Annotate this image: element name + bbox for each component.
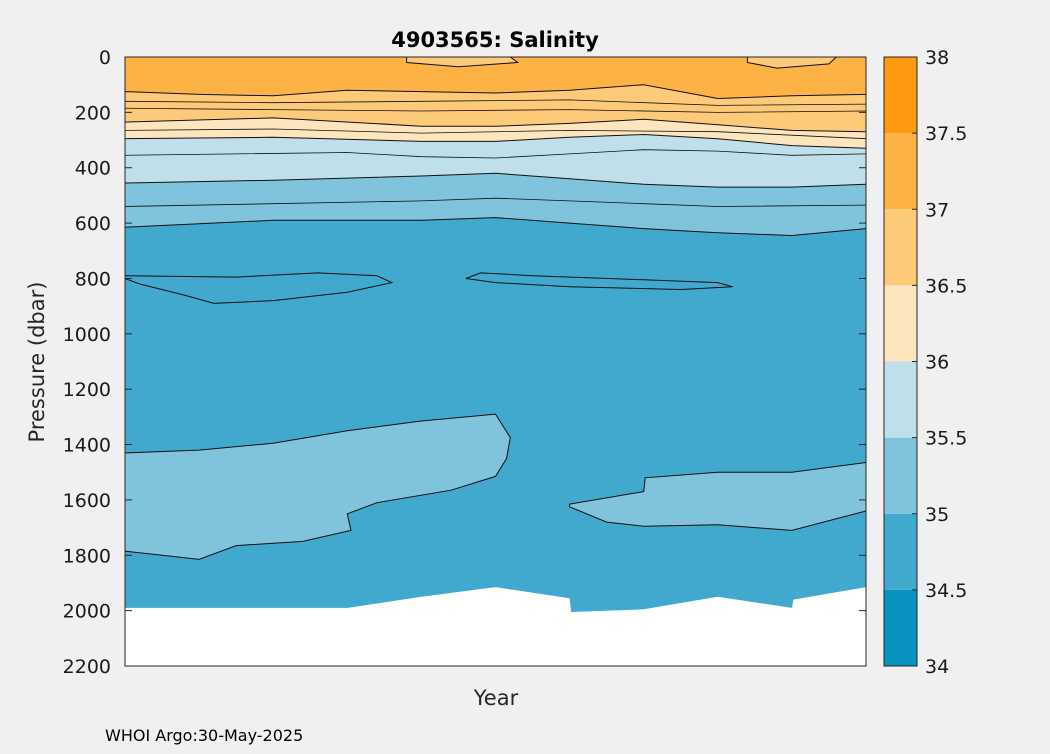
- contour-line-36: [125, 133, 866, 149]
- colorbar-bin: [884, 589, 917, 666]
- colorbar-tick-label: 38: [925, 47, 949, 69]
- colorbar-bin: [884, 361, 917, 438]
- salinity-band-37: [125, 57, 866, 99]
- y-axis-label: Pressure (dbar): [25, 282, 49, 443]
- contour-line: [125, 149, 866, 159]
- colorbar-tick-label: 34.5: [925, 580, 967, 602]
- y-tick-label: 2000: [63, 601, 111, 623]
- colorbar-tick-label: 34: [925, 656, 949, 678]
- colorbar-tick-label: 37.5: [925, 123, 967, 145]
- deep-salinity-lens-left: [125, 413, 511, 560]
- colorbar-tick-label: 37: [925, 199, 949, 221]
- colorbar-tick-label: 36: [925, 352, 949, 374]
- contour-line-mid-left: [125, 272, 394, 304]
- contour-line: [125, 128, 866, 140]
- contour-line-37: [125, 84, 866, 100]
- y-axis: 0 200 400 600 800 1000 1200 1400 1600 1800 2000 220…: [63, 47, 866, 678]
- colorbar-bin: [884, 57, 917, 134]
- y-tick-label: 200: [75, 102, 111, 124]
- y-tick-label: 400: [75, 158, 111, 180]
- colorbar-tick-label: 35: [925, 504, 949, 526]
- colorbar-bin: [884, 437, 917, 514]
- y-tick-label: 1200: [63, 379, 111, 401]
- credit-text: WHOI Argo:30-May-2025: [105, 726, 303, 745]
- shallow-salinity-lens: [746, 57, 838, 69]
- y-tick-label: 1400: [63, 435, 111, 457]
- colorbar-tick-label: 35.5: [925, 428, 967, 450]
- colorbar: 34 34.5 35 35.5 36 36.5 37 37.5 38: [883, 47, 967, 678]
- contour-line-35-5: [125, 172, 866, 188]
- contour-line: [125, 107, 866, 113]
- colorbar-bin: [884, 513, 917, 590]
- y-tick-label: 1000: [63, 324, 111, 346]
- colorbar-bin: [884, 209, 917, 286]
- chart-title: 4903565: Salinity: [391, 28, 599, 52]
- contour-line-mid-right: [465, 272, 733, 291]
- y-tick-label: 1800: [63, 545, 111, 567]
- contour-line-36-5: [125, 117, 866, 133]
- colorbar-tick-label: 36.5: [925, 275, 967, 297]
- y-tick-label: 1600: [63, 490, 111, 512]
- y-tick-label: 0: [99, 47, 111, 69]
- contour-line: [125, 197, 866, 207]
- x-axis-label: Year: [473, 686, 519, 710]
- y-tick-label: 800: [75, 268, 111, 290]
- colorbar-bin: [884, 285, 917, 362]
- shallow-salinity-lens: [406, 57, 520, 68]
- plot-area: [124, 56, 867, 667]
- plot-frame: [124, 56, 867, 667]
- y-tick-label: 600: [75, 213, 111, 235]
- contour-line-35: [125, 217, 866, 237]
- deep-salinity-lens-right: [569, 461, 866, 531]
- contour-line: [125, 99, 866, 106]
- y-tick-label: 2200: [63, 656, 111, 678]
- colorbar-bin: [884, 133, 917, 210]
